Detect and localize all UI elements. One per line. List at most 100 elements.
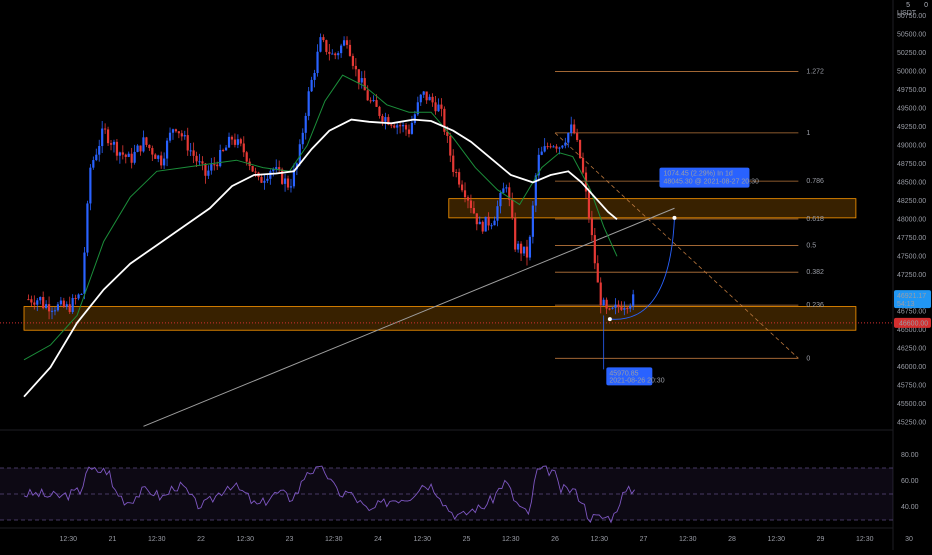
price-axis-label: 46500.00: [897, 327, 926, 334]
candle-body: [531, 205, 534, 237]
candle-body: [481, 221, 484, 232]
candle-body: [319, 37, 322, 52]
candle-body: [98, 146, 101, 155]
candle-body: [434, 102, 437, 112]
ma-fast-line: [23, 74, 618, 361]
low-box: [606, 367, 653, 386]
candle-body: [254, 171, 257, 173]
candle-body: [354, 65, 357, 70]
candle-body: [546, 146, 549, 148]
candle-body: [59, 300, 62, 305]
candle-body: [431, 96, 434, 103]
candle-body: [174, 129, 178, 132]
candle-body: [127, 153, 130, 157]
time-axis-label: 22: [197, 536, 205, 543]
candle-body: [399, 125, 402, 127]
candle-body: [148, 144, 151, 149]
candle-body: [242, 143, 245, 153]
candle-body: [33, 302, 36, 305]
fib-level-label: 1.272: [806, 69, 824, 76]
time-axis-label: 23: [286, 536, 294, 543]
candle-body: [552, 146, 555, 148]
candle-body: [77, 294, 80, 299]
candle-body: [472, 208, 475, 214]
price-axis-label: 47500.00: [897, 253, 926, 260]
time-axis-label: 12:30: [148, 536, 166, 543]
candle-body: [313, 73, 316, 80]
candle-body: [596, 263, 599, 283]
candle-body: [626, 308, 629, 310]
candle-body: [56, 304, 60, 311]
candle-body: [278, 167, 281, 170]
candle-body: [112, 141, 116, 145]
fib-level-label: 0.382: [806, 269, 824, 276]
time-axis-label: 12:30: [679, 536, 697, 543]
candle-body: [614, 304, 617, 308]
candle-body: [534, 175, 537, 206]
candle-body: [564, 142, 567, 146]
candle-body: [322, 37, 325, 41]
candle-body: [567, 132, 570, 143]
candle-body: [599, 282, 602, 306]
time-axis-label: 30: [905, 536, 913, 543]
candle-body: [30, 299, 33, 303]
candle-body: [157, 155, 160, 159]
ma-slow-line: [23, 118, 618, 398]
candle-body: [369, 100, 372, 102]
time-axis-label: 28: [728, 536, 736, 543]
candle-body: [407, 129, 411, 134]
candle-body: [396, 125, 399, 128]
time-axis-label: 12:30: [236, 536, 254, 543]
candle-body: [289, 186, 293, 188]
candle-body: [623, 308, 626, 310]
candle-body: [177, 131, 180, 134]
candle-body: [163, 158, 166, 166]
price-axis-label: 48250.00: [897, 198, 926, 205]
fib-diagonal: [554, 132, 799, 359]
candle-body: [263, 180, 266, 183]
candle-body: [514, 218, 517, 250]
candle-body: [558, 147, 561, 149]
corner-left-number: 5: [906, 2, 910, 9]
candle-body: [505, 187, 508, 189]
candle-body: [581, 157, 585, 173]
candle-body: [106, 129, 110, 144]
candle-body: [251, 165, 254, 172]
candle-body: [487, 216, 490, 226]
candle-body: [301, 132, 304, 145]
projection-curve: [609, 217, 675, 320]
candle-body: [219, 149, 222, 167]
time-axis-label: 12:30: [325, 536, 343, 543]
candle-body: [345, 40, 349, 45]
candle-body: [540, 151, 543, 155]
candle-body: [89, 167, 92, 204]
fib-level-label: 1: [806, 130, 810, 137]
candle-body: [310, 79, 313, 92]
candle-body: [207, 170, 210, 176]
candle-body: [160, 155, 163, 166]
candle-body: [298, 144, 301, 164]
time-axis-label: 29: [817, 536, 825, 543]
rsi-axis-label: 80.00: [901, 452, 919, 459]
time-axis-label: 24: [374, 536, 382, 543]
candle-body: [425, 91, 428, 101]
projection-box-title: 1074.45 (2.29%) In 1d: [663, 171, 732, 178]
candle-body: [525, 246, 529, 258]
fib-level-label: 0.236: [806, 302, 824, 309]
candle-body: [537, 154, 540, 176]
candle-body: [95, 154, 98, 161]
time-axis-label: 21: [109, 536, 117, 543]
candle-body: [216, 164, 219, 167]
candle-body: [342, 40, 346, 46]
candle-body: [460, 184, 464, 191]
projection-start-dot: [607, 317, 612, 322]
candle-body: [316, 51, 319, 74]
candle-body: [154, 154, 157, 159]
candle-body: [230, 136, 234, 140]
candle-body: [340, 45, 343, 54]
candle-body: [133, 151, 136, 163]
candle-body: [484, 216, 487, 232]
candle-body: [416, 102, 419, 115]
